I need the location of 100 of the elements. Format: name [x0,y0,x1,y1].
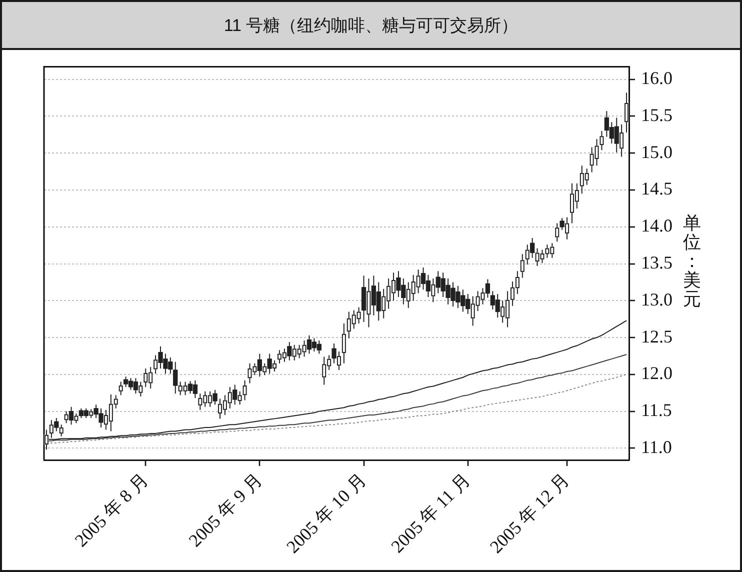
candlestick [208,390,212,408]
candlestick [550,242,554,258]
candlestick [173,361,178,394]
candlestick [580,165,584,194]
candlestick [500,300,505,324]
chart-title: 11 号糖（纽约咖啡、糖与可可交易所） [224,14,518,36]
candlestick [138,381,144,398]
candlestick [381,288,386,319]
candlestick [287,341,292,361]
y-tick-label: 12.5 [641,326,672,346]
candlestick [475,290,480,312]
y-tick-label: 15.0 [641,142,672,162]
y-tick-label: 11.5 [641,400,672,420]
candlestick [88,408,94,418]
candlestick [148,366,153,389]
candlestick [188,380,193,394]
candlestick [242,380,247,401]
candlestick [574,182,580,209]
candlestick [336,351,341,370]
candlestick [600,130,604,151]
candlestick [59,424,64,437]
candlestick [376,282,381,322]
candlestick [257,353,262,378]
candlestick [68,406,74,426]
y-tick-label: 11.0 [641,436,672,457]
candlestick [218,398,222,420]
candlestick [604,110,610,138]
candlestick [396,270,401,298]
candlestick [183,381,188,396]
candlestick [346,311,351,339]
candlestick [505,290,510,328]
candlestick [460,289,466,312]
candlestick [128,378,134,390]
candlestick [614,117,619,153]
candlestick [420,266,426,290]
candlestick [560,218,564,230]
candlestick [49,420,54,438]
candlestick [154,354,158,374]
candlestick [386,278,391,310]
candlestick [530,237,535,258]
candlestick [54,417,59,432]
y-axis-title: 单位：美元 [683,213,701,309]
candlestick [594,138,600,166]
candlestick [272,360,277,372]
candlestick [222,394,227,416]
candlestick [540,249,544,264]
candlestick [316,340,322,354]
candlestick [247,362,252,384]
candlestick [342,323,346,364]
candlestick [392,272,396,302]
candlestick [306,334,312,354]
candlestick [163,353,168,374]
candlestick [446,278,450,305]
candlestick [178,381,182,396]
candlestick [44,429,49,450]
candlestick [327,354,332,370]
candlestick [302,340,306,358]
candlestick [84,408,88,418]
candlestick [534,248,540,266]
y-tick-label: 16.0 [641,68,672,88]
candlestick [108,394,114,432]
y-tick-label: 13.0 [641,289,672,310]
candlestick [520,254,525,278]
candlestick [554,222,560,242]
candlestick [525,244,530,266]
candlestick [262,362,267,376]
candlestick [356,306,361,324]
y-tick-label: 15.5 [641,104,672,125]
candlestick [114,394,118,409]
candlestick [133,378,138,394]
candlestick [510,280,515,306]
candlestick [64,410,68,424]
candlestick [94,404,98,418]
candlestick [609,122,614,144]
candlestick [282,348,286,362]
y-tick-label: 14.0 [641,216,672,236]
candlestick [361,275,366,323]
candlestick [545,244,550,258]
candlestick [620,124,624,158]
candlestick [480,288,486,305]
candlestick [430,278,436,303]
candlestick [192,380,198,399]
candlestick [352,310,356,330]
candlestick [564,216,570,240]
candlestick [228,386,232,409]
candlestick [406,282,411,309]
candlestick [123,376,128,388]
candlestick [470,296,475,326]
candlestick [143,368,148,388]
candlestick [78,408,84,418]
candlestick [322,356,326,386]
candlestick [456,285,460,309]
candlestick [238,390,242,406]
candlestick [515,270,520,295]
candlestick [203,390,208,408]
candlestick [118,381,123,396]
candlestick [252,362,257,376]
candlestick [490,290,495,310]
y-tick-label: 14.5 [641,178,672,199]
candlestick [440,272,446,298]
